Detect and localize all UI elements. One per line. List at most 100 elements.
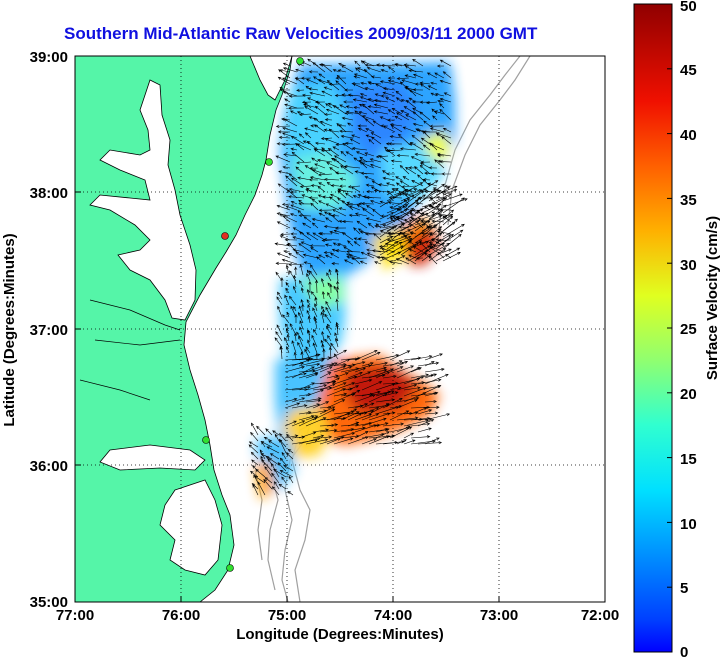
velocity-arrow xyxy=(359,260,368,265)
velocity-arrow xyxy=(408,89,424,97)
velocity-arrow xyxy=(335,268,339,282)
velocity-arrow xyxy=(321,63,333,73)
velocity-arrow xyxy=(290,135,305,145)
velocity-arrow xyxy=(366,190,375,194)
velocity-arrow xyxy=(375,368,388,373)
velocity-arrow xyxy=(422,179,431,187)
velocity-arrow xyxy=(396,396,420,403)
velocity-arrow xyxy=(285,264,290,276)
velocity-arrow xyxy=(336,286,340,300)
velocity-arrow xyxy=(333,358,351,367)
velocity-arrow xyxy=(408,69,424,73)
velocity-arrow xyxy=(332,69,340,73)
velocity-arrow xyxy=(327,335,332,342)
velocity-arrow xyxy=(282,67,298,73)
pamlico-sound xyxy=(159,479,223,576)
velocity-arrow xyxy=(324,177,340,182)
velocity-arrow xyxy=(441,172,452,176)
y-axis-ticks: 39:00 38:00 37:00 36:00 35:00 xyxy=(30,49,68,611)
velocity-arrow xyxy=(382,176,396,181)
velocity-arrow xyxy=(300,76,312,80)
velocity-arrow xyxy=(412,58,424,67)
velocity-arrow xyxy=(260,455,266,466)
velocity-arrow xyxy=(347,93,361,97)
colorbar xyxy=(633,3,673,653)
velocity-arrow xyxy=(306,309,311,318)
velocity-arrow xyxy=(311,218,326,223)
velocity-arrow xyxy=(326,272,332,282)
velocity-arrow xyxy=(379,80,396,85)
velocity-arrow xyxy=(326,377,341,385)
velocity-arrow xyxy=(335,80,347,91)
velocity-arrow xyxy=(288,263,305,267)
velocity-arrow xyxy=(395,176,403,181)
velocity-arrow xyxy=(298,202,312,206)
velocity-arrow xyxy=(419,162,431,169)
velocity-arrow xyxy=(342,142,354,151)
velocity-arrow xyxy=(354,371,372,379)
x-tick-label: 76:00 xyxy=(162,607,200,624)
velocity-arrow xyxy=(354,212,368,217)
velocity-arrow xyxy=(396,112,410,121)
velocity-arrow xyxy=(330,342,339,354)
velocity-arrow xyxy=(428,215,448,226)
y-tick-label: 39:00 xyxy=(30,49,68,66)
velocity-arrow xyxy=(316,256,326,265)
velocity-arrow xyxy=(360,81,368,85)
velocity-arrow xyxy=(290,201,298,205)
velocity-arrow xyxy=(271,486,280,496)
velocity-arrow xyxy=(323,250,333,255)
velocity-arrow xyxy=(421,224,437,238)
velocity-arrow xyxy=(284,402,301,409)
velocity-arrow xyxy=(441,136,452,145)
velocity-arrow xyxy=(329,193,340,199)
velocity-arrow xyxy=(399,81,410,91)
velocity-arrow xyxy=(291,340,297,354)
velocity-arrow xyxy=(396,153,410,158)
velocity-arrow xyxy=(338,207,347,211)
velocity-arrow xyxy=(287,242,298,253)
velocity-arrow xyxy=(404,218,417,229)
velocity-arrow xyxy=(442,229,464,244)
velocity-arrow xyxy=(386,224,413,238)
velocity-arrow xyxy=(324,243,333,247)
velocity-arrow xyxy=(382,87,396,91)
velocity-arrow xyxy=(321,331,325,342)
velocity-arrow xyxy=(414,166,424,175)
velocity-arrow xyxy=(251,459,259,466)
velocity-vectors xyxy=(248,58,468,496)
velocity-arrow xyxy=(332,242,340,247)
velocity-arrow xyxy=(424,367,445,373)
velocity-arrow xyxy=(326,399,346,409)
velocity-arrow xyxy=(389,350,411,361)
velocity-arrow xyxy=(310,202,319,211)
y-tick-label: 35:00 xyxy=(30,594,68,611)
velocity-arrow xyxy=(368,368,394,379)
velocity-arrow xyxy=(308,116,319,121)
velocity-arrow xyxy=(284,336,290,348)
velocity-arrow xyxy=(281,142,298,146)
colorbar-tick-label: 5 xyxy=(680,580,688,597)
velocity-arrow xyxy=(298,397,322,403)
velocity-arrow xyxy=(291,366,315,379)
velocity-arrow xyxy=(320,136,333,141)
velocity-arrow xyxy=(395,90,403,97)
velocity-arrow xyxy=(316,101,326,109)
velocity-arrow xyxy=(332,209,347,217)
velocity-arrow xyxy=(427,85,438,91)
velocity-arrow xyxy=(339,184,347,188)
velocity-arrow xyxy=(255,468,266,478)
station-marker xyxy=(265,158,273,166)
velocity-arrow xyxy=(378,155,389,163)
velocity-arrow xyxy=(299,231,312,241)
velocity-arrow xyxy=(397,133,410,145)
velocity-arrow xyxy=(439,59,452,67)
velocity-arrow xyxy=(428,243,451,256)
velocity-arrow xyxy=(275,124,291,128)
velocity-arrow xyxy=(325,108,340,115)
velocity-arrow xyxy=(333,392,348,397)
velocity-arrow xyxy=(379,212,395,220)
velocity-arrow xyxy=(368,393,388,403)
velocity-arrow xyxy=(379,232,401,250)
velocity-arrow xyxy=(298,417,318,427)
